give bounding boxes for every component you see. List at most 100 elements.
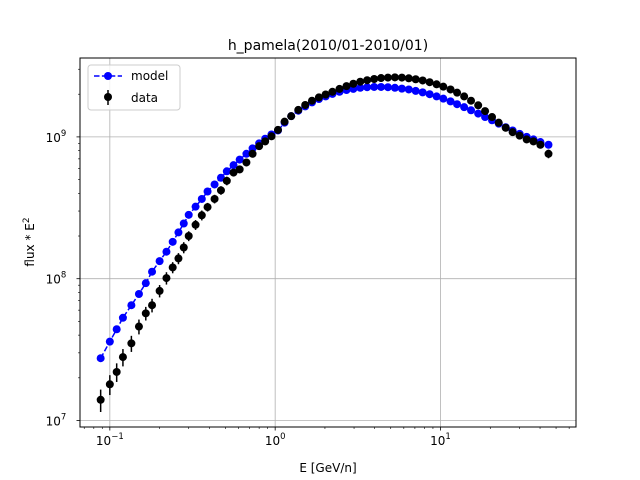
data-point [390, 73, 399, 82]
y-tick-label-exponent: 9 [61, 129, 66, 139]
data-point [210, 194, 219, 203]
model-point [404, 85, 413, 94]
x-tick-label-base: 10 [265, 434, 280, 448]
data-point [432, 80, 441, 89]
model-point [134, 290, 143, 299]
data-point [229, 168, 238, 177]
legend-data-label: data [131, 91, 158, 105]
data-point [453, 88, 462, 97]
data-point [377, 74, 386, 83]
model-point [229, 161, 238, 170]
y-axis-label: flux * E2 [22, 217, 37, 266]
plot-area [96, 73, 553, 413]
model-point [418, 88, 427, 97]
data-point [148, 301, 157, 310]
model-point [460, 103, 469, 112]
legend: model data [87, 64, 181, 111]
model-point [439, 94, 448, 103]
data-point [314, 93, 323, 102]
data-point [168, 263, 177, 272]
model-point [222, 167, 231, 176]
data-point [287, 112, 296, 121]
data-point [411, 75, 420, 84]
data-point [544, 149, 553, 158]
data-point [481, 107, 490, 116]
data-point [267, 132, 276, 141]
data-point [508, 128, 517, 137]
model-point [184, 210, 193, 219]
model-point [481, 113, 490, 122]
model-point [363, 83, 372, 92]
data-point [174, 254, 183, 263]
model-point [118, 313, 127, 322]
model-point [467, 106, 476, 115]
model-point [235, 155, 244, 164]
data-point [141, 309, 150, 318]
model-point [96, 354, 105, 363]
data-point [363, 76, 372, 85]
data-point [446, 85, 455, 94]
data-point [235, 165, 244, 174]
data-point [460, 92, 469, 101]
model-point [179, 219, 188, 228]
model-point [216, 173, 225, 182]
data-point [307, 96, 316, 105]
data-point [118, 353, 127, 362]
model-point [168, 237, 177, 246]
data-point [294, 105, 303, 114]
model-point [383, 83, 392, 92]
model-point [425, 90, 434, 99]
data-point [203, 203, 212, 212]
data-point [467, 96, 476, 105]
data-point [179, 243, 188, 252]
model-point [197, 194, 206, 203]
model-point [210, 180, 219, 189]
model-point [242, 149, 251, 158]
data-point [127, 339, 136, 348]
x-tick-label: 10−1 [96, 432, 124, 448]
data-point [522, 135, 531, 144]
model-point [446, 97, 455, 106]
model-point [411, 86, 420, 95]
model-point [453, 100, 462, 109]
data-point [96, 395, 105, 404]
model-point [112, 325, 121, 334]
data-point [536, 140, 545, 149]
data-point [404, 74, 413, 83]
data-point [335, 84, 344, 93]
data-point [216, 186, 225, 195]
model-point [162, 247, 171, 256]
data-point [321, 90, 330, 99]
y-tick-label-base: 10 [46, 131, 61, 145]
data-point [134, 322, 143, 331]
model-point [356, 83, 365, 92]
legend-model-label: model [131, 69, 168, 83]
chart-title: h_pamela(2010/01-2010/01) [228, 38, 428, 54]
data-point [280, 117, 289, 126]
model-point [127, 301, 136, 310]
data-point [248, 149, 257, 158]
model-point [174, 228, 183, 237]
data-point [222, 176, 231, 185]
y-tick-label: 109 [46, 129, 67, 145]
y-tick-label: 108 [46, 271, 67, 287]
data-point [494, 118, 503, 127]
model-point [203, 187, 212, 196]
data-point [184, 232, 193, 241]
data-point [255, 142, 264, 151]
model-point [377, 82, 386, 91]
data-point [155, 286, 164, 295]
data-point [105, 380, 114, 389]
x-tick-label-exponent: −1 [111, 432, 124, 442]
data-point [191, 220, 200, 229]
model-point [155, 257, 164, 266]
y-tick-label-base: 10 [46, 415, 61, 429]
data-point [383, 73, 392, 82]
data-point [425, 78, 434, 87]
y-axis-label-superscript: 2 [22, 217, 32, 223]
data-point [273, 125, 282, 134]
data-point [162, 274, 171, 283]
data-point [529, 137, 538, 146]
